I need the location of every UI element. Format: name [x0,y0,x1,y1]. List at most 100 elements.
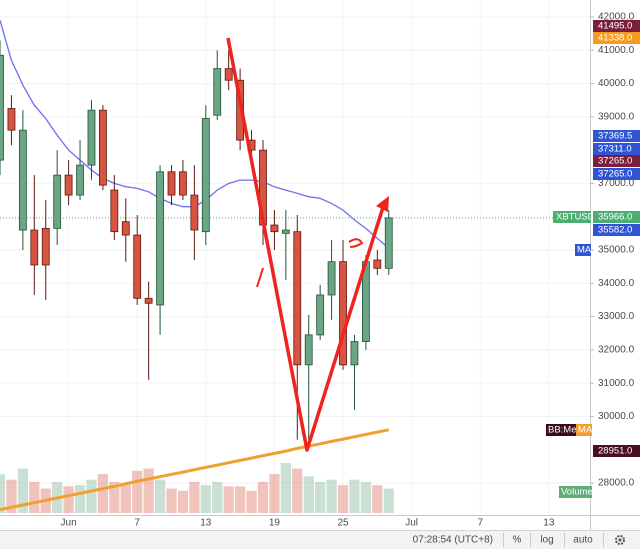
candle-body [87,109,96,166]
volume-bar [189,481,200,513]
volume-bar [257,481,269,513]
candle-body [213,68,222,116]
candle-body [316,294,325,336]
price-tag-label: 41495.0 [598,21,632,32]
axes: 42000.0 41000.0 40000.0 39000.0 37000.0 35000… [61,12,640,529]
candle-body [384,217,393,269]
drawing-annotation [226,37,389,452]
arrow-head [376,196,389,212]
price-tag [593,32,640,44]
candle-body [167,171,176,196]
volume-bar [292,468,303,513]
y-tick-label: 32000.0 [598,345,635,356]
candle-body [190,194,199,231]
y-tick-label: 28000.0 [598,478,635,489]
price-tag [593,445,640,457]
legend-tag [575,244,591,256]
volume-bar [337,485,349,513]
volume-bar [120,484,131,513]
symbol-label: XBTUSD [556,212,595,223]
annotation-arrow [226,37,386,452]
volume-bar [212,481,223,513]
volume-bar [383,488,394,513]
candle-body [53,174,62,229]
candle-body [144,297,153,304]
clock: 07:28:54 (UTC+8) [413,535,493,546]
volume-bar [177,490,189,513]
volume-bar [17,468,29,513]
y-tick-label: 33000.0 [598,311,635,322]
volume-bar [372,485,383,513]
settings-button[interactable] [615,535,625,545]
candle-body [270,224,279,233]
candle-body [76,164,84,196]
candle-body [99,109,107,186]
price-tag-label: 35582.0 [598,225,632,236]
status-bar [0,530,640,549]
volume-bar [132,470,143,513]
log-button[interactable]: log [540,535,553,546]
symbol-tag [553,211,591,223]
price-tag [593,130,640,142]
price-tag-label: 37265.0 [598,156,632,167]
legend-label: BB:Me [548,425,577,436]
price-tag-label: 37311.0 [598,144,632,155]
candle-body [304,334,313,366]
last-price-tag [593,211,640,223]
candle-body [18,129,27,231]
candle-body [64,174,73,196]
volume-bar [86,479,97,513]
legend-label: Volume [561,487,593,498]
price-tag [593,143,640,155]
annotation-stroke [348,238,364,248]
candle-body [41,227,50,266]
candle-body [121,221,130,236]
volume-bar [6,479,17,513]
volume-bar [29,481,40,513]
candle-body [133,234,142,299]
volume-bar [349,479,360,513]
auto-button[interactable]: auto [573,535,593,546]
legend-tag [546,424,576,436]
volume-bar [0,474,6,513]
x-tick-label: 13 [200,518,212,529]
volume-bar [280,463,291,513]
volume-bar [246,490,257,513]
indicator-line [0,428,390,512]
x-tick-label: 7 [134,518,140,529]
legend-label: MA [578,425,593,436]
candle-body [350,341,359,366]
volume-bar [74,485,86,513]
price-tag [593,224,640,236]
candle-body [7,108,16,131]
percent-button[interactable]: % [513,535,522,546]
volume-bar [200,485,211,513]
candle-body [339,261,347,366]
price-tag-label: 28951.0 [598,446,632,457]
candle-body [201,118,210,233]
last-price-label: 35966.0 [598,212,632,223]
x-tick-label: 7 [477,518,483,529]
candle-body [224,68,233,81]
volume-bar [303,476,314,513]
volume-bar [315,481,326,513]
candle-body [0,54,4,161]
y-tick-label: 35000.0 [598,245,635,256]
candle-body [30,229,39,266]
x-tick-label: 19 [269,518,281,529]
legend-label: MA [577,245,592,256]
y-tick-label: 41000.0 [598,45,635,56]
volume-bar [63,486,74,513]
x-tick-label: 13 [543,518,555,529]
y-tick-label: 40000.0 [598,78,635,89]
price-tag [593,20,640,32]
y-tick-label: 30000.0 [598,411,635,422]
legend-tag [576,424,592,436]
gear-icon [615,535,625,545]
candle-body [110,189,119,233]
volume-bar [97,474,109,513]
legend-tag [559,486,592,498]
price-tag-label: 37369.5 [598,131,632,142]
